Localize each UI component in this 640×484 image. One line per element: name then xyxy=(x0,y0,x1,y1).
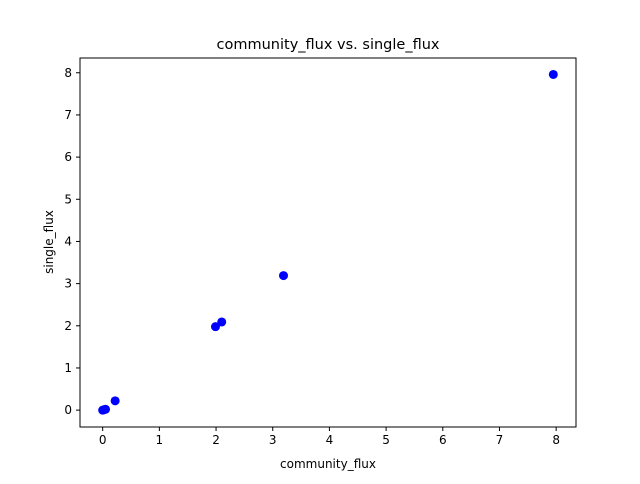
y-tick-label: 0 xyxy=(64,403,72,417)
y-tick-label: 5 xyxy=(64,192,72,206)
y-tick-label: 8 xyxy=(64,66,72,80)
chart-title: community_flux vs. single_flux xyxy=(217,37,440,53)
data-point xyxy=(101,404,111,414)
y-tick-label: 6 xyxy=(64,150,72,164)
x-tick-label: 4 xyxy=(326,433,334,447)
plot-area: 0 1 2 3 4 5 6 7 8 0 1 2 3 4 5 6 7 8 xyxy=(64,57,577,447)
x-tick-label: 5 xyxy=(382,433,390,447)
y-tick-label: 3 xyxy=(64,277,72,291)
axes-frame xyxy=(79,57,577,428)
data-point xyxy=(210,322,220,332)
y-tick-label: 7 xyxy=(64,108,72,122)
x-tick-label: 2 xyxy=(212,433,220,447)
y-tick-label: 2 xyxy=(64,319,72,333)
data-point xyxy=(548,69,558,79)
data-point xyxy=(217,317,227,327)
x-axis-label: community_flux xyxy=(280,457,376,471)
y-tick-label: 4 xyxy=(64,234,72,248)
y-axis-label: single_flux xyxy=(42,210,56,274)
x-tick-label: 8 xyxy=(552,433,560,447)
x-tick-label: 7 xyxy=(496,433,504,447)
x-tick-label: 3 xyxy=(269,433,277,447)
x-tick-label: 6 xyxy=(439,433,447,447)
x-tick-label: 1 xyxy=(156,433,164,447)
y-tick-label: 1 xyxy=(64,361,72,375)
data-point xyxy=(110,396,120,406)
x-tick-label: 0 xyxy=(99,433,107,447)
data-point xyxy=(279,271,289,281)
